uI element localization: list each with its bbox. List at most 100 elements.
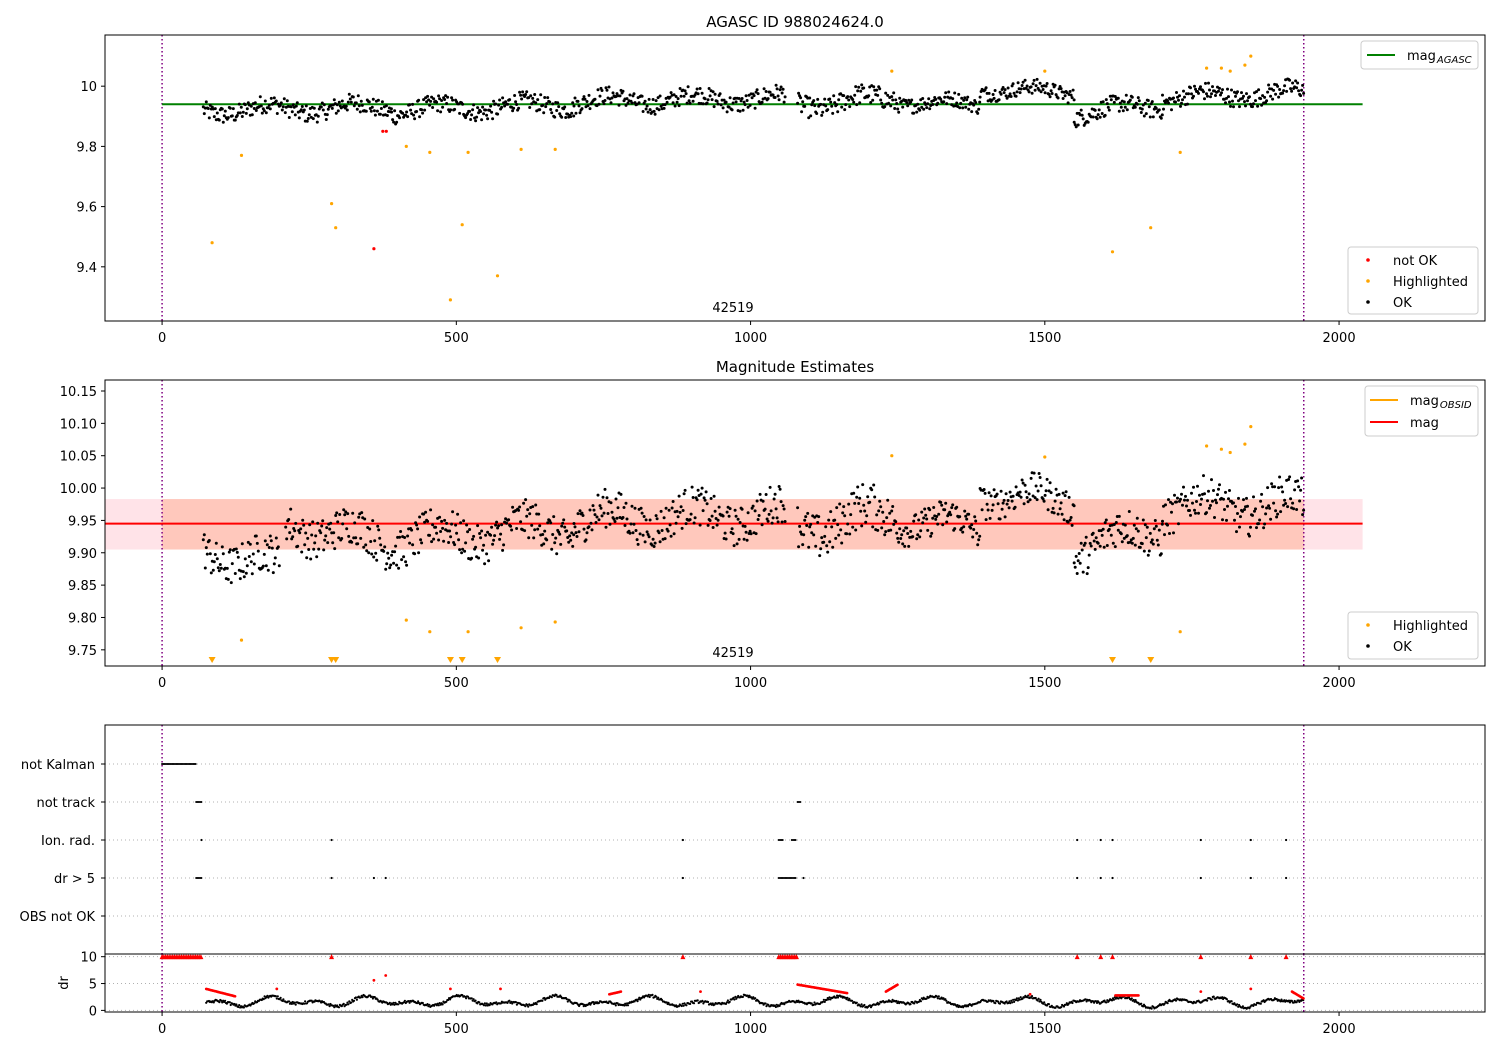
data-point-ok xyxy=(1173,493,1176,497)
data-point-ok xyxy=(876,93,880,97)
data-point-ok xyxy=(360,103,364,107)
data-point-ok xyxy=(265,543,269,547)
dr-point-ok xyxy=(593,1002,596,1006)
data-point-ok xyxy=(1025,496,1029,499)
data-point-ok xyxy=(691,99,695,103)
data-point-ok xyxy=(919,529,923,533)
data-point-ok xyxy=(1117,109,1121,113)
data-point-ok xyxy=(982,488,986,491)
data-point-ok xyxy=(798,524,802,528)
data-point-ok xyxy=(1278,88,1282,91)
data-point-ok xyxy=(801,100,805,104)
data-point-ok xyxy=(748,529,752,533)
data-point-ok xyxy=(349,100,353,104)
dr-point-ok xyxy=(370,995,373,998)
data-point-ok xyxy=(779,500,783,504)
data-point-ok xyxy=(593,513,597,517)
dr-point-ok xyxy=(1095,1001,1099,1005)
data-point-ok xyxy=(878,87,882,91)
data-point-ok xyxy=(746,105,750,109)
data-point-ok xyxy=(1276,84,1280,88)
dr-point-ok xyxy=(403,999,406,1002)
data-point-ok xyxy=(783,95,787,99)
data-point-ok xyxy=(230,114,234,118)
data-point-ok xyxy=(916,102,920,106)
dr-point-ok xyxy=(221,1001,224,1004)
data-point-ok xyxy=(977,107,981,111)
data-point-ok xyxy=(1202,90,1205,94)
data-point-ok xyxy=(826,550,830,554)
dr-point-ok xyxy=(515,1003,519,1006)
data-point-ok xyxy=(408,103,412,107)
data-point-ok xyxy=(268,534,272,538)
data-point-ok xyxy=(856,89,860,93)
data-point-highlighted xyxy=(1219,447,1223,451)
data-point-ok xyxy=(551,533,555,536)
dr-point-ok xyxy=(890,1000,893,1004)
data-point-ok xyxy=(241,110,245,114)
flag-point xyxy=(200,801,203,803)
data-point-ok xyxy=(314,534,318,538)
data-point-ok xyxy=(1120,540,1124,544)
data-point-ok xyxy=(745,99,749,102)
data-point-ok xyxy=(872,85,876,89)
data-point-ok xyxy=(356,94,360,98)
flag-point xyxy=(1111,838,1114,842)
data-point-ok xyxy=(319,531,323,535)
data-point-ok xyxy=(920,510,924,514)
data-point-ok xyxy=(963,509,967,513)
dr-point-ok xyxy=(1018,998,1021,1001)
data-point-ok xyxy=(1140,542,1144,546)
dr-clipped-marker xyxy=(1283,954,1289,960)
panel-top: AGASC ID 988024624.0 0 500 1000 1500 20009.4… xyxy=(76,13,1486,346)
data-point-ok xyxy=(296,544,300,548)
data-point-ok xyxy=(843,108,847,112)
data-point-ok xyxy=(393,550,397,554)
data-point-ok xyxy=(593,97,597,101)
data-point-ok xyxy=(479,110,483,113)
data-point-ok xyxy=(1205,511,1208,515)
data-point-ok xyxy=(706,98,710,102)
data-point-ok xyxy=(1137,99,1141,103)
data-point-ok xyxy=(831,111,835,115)
data-point-ok xyxy=(907,98,911,102)
data-point-ok xyxy=(832,94,836,98)
dr-point-flagged xyxy=(699,990,702,993)
data-point-ok xyxy=(897,110,901,114)
data-point-ok xyxy=(703,97,707,101)
data-point-ok xyxy=(647,535,651,539)
dr-point-ok xyxy=(925,997,928,1000)
data-point-ok xyxy=(1239,515,1242,519)
data-point-ok xyxy=(700,91,704,95)
dr-point-ok xyxy=(1150,1007,1153,1010)
data-point-ok xyxy=(420,108,424,112)
data-point-ok xyxy=(745,538,749,542)
data-point-ok xyxy=(634,529,638,532)
dr-point-ok xyxy=(813,1001,816,1004)
data-point-ok xyxy=(777,485,781,488)
data-point-ok xyxy=(1072,120,1076,124)
data-point-ok xyxy=(753,509,757,513)
data-point-ok xyxy=(207,539,211,542)
dr-point-ok xyxy=(1064,1003,1067,1006)
data-point-ok xyxy=(669,534,673,538)
data-point-ok xyxy=(1034,84,1038,88)
data-point-ok xyxy=(1029,85,1033,89)
data-point-ok xyxy=(1103,113,1107,117)
data-point-ok xyxy=(800,110,804,114)
data-point-ok xyxy=(471,537,475,541)
dr-point-ok xyxy=(1034,996,1037,1000)
data-point-ok xyxy=(740,97,744,100)
data-point-ok xyxy=(880,101,884,105)
data-point-ok xyxy=(1207,489,1210,493)
data-point-ok xyxy=(244,111,248,115)
data-point-ok xyxy=(406,534,410,538)
dr-point-ok xyxy=(919,1000,923,1003)
data-point-ok xyxy=(1151,542,1155,546)
data-point-ok xyxy=(886,498,890,502)
data-point-ok xyxy=(647,97,651,101)
data-point-ok xyxy=(727,105,731,109)
dr-point-ok xyxy=(541,999,544,1002)
data-point-ok xyxy=(803,104,807,108)
data-point-highlighted xyxy=(1243,442,1247,446)
